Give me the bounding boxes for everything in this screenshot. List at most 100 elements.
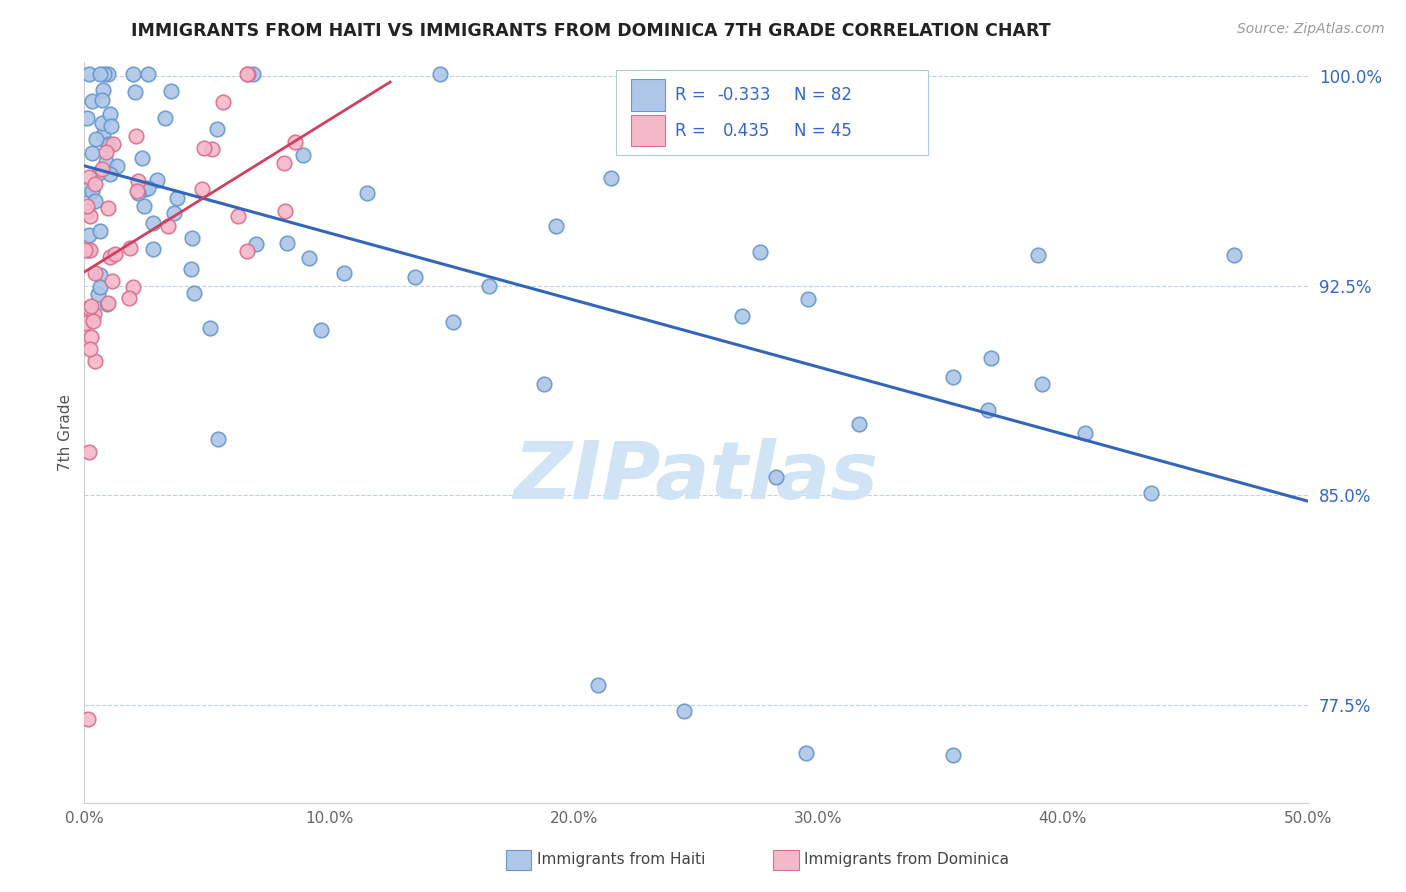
Point bbox=[83, 177, 105, 191]
Point bbox=[76, 112, 98, 126]
Point bbox=[77, 228, 100, 243]
Point bbox=[404, 270, 426, 285]
Point bbox=[599, 171, 621, 186]
Point bbox=[356, 186, 378, 200]
Point bbox=[122, 67, 145, 81]
Point bbox=[533, 376, 555, 391]
Point bbox=[84, 132, 107, 146]
Point bbox=[91, 93, 114, 107]
Point bbox=[97, 295, 120, 310]
Point bbox=[101, 137, 124, 152]
Point bbox=[201, 142, 224, 156]
Point bbox=[98, 251, 121, 265]
Point bbox=[136, 67, 159, 81]
Point bbox=[273, 203, 295, 218]
FancyBboxPatch shape bbox=[616, 70, 928, 155]
Point bbox=[97, 201, 120, 215]
Point bbox=[82, 314, 104, 328]
Point bbox=[146, 173, 169, 187]
Point bbox=[94, 145, 117, 160]
Text: R =: R = bbox=[675, 86, 711, 104]
Point bbox=[1223, 248, 1246, 262]
Point bbox=[181, 231, 204, 245]
Point bbox=[292, 148, 315, 162]
Point bbox=[87, 166, 110, 180]
Point bbox=[125, 185, 148, 199]
Point bbox=[94, 154, 117, 169]
Point bbox=[273, 156, 295, 170]
Point bbox=[79, 243, 101, 257]
Point bbox=[73, 182, 96, 196]
Point bbox=[77, 301, 100, 315]
Point bbox=[1031, 376, 1053, 391]
Point bbox=[91, 128, 114, 142]
Point bbox=[153, 112, 176, 126]
Point bbox=[127, 186, 149, 201]
Text: N = 45: N = 45 bbox=[794, 121, 852, 139]
Point bbox=[98, 167, 121, 181]
Point bbox=[124, 85, 146, 99]
Text: Source: ZipAtlas.com: Source: ZipAtlas.com bbox=[1237, 22, 1385, 37]
Point bbox=[83, 307, 105, 321]
Point bbox=[142, 243, 165, 257]
Point bbox=[134, 199, 156, 213]
Text: Immigrants from Haiti: Immigrants from Haiti bbox=[537, 853, 706, 867]
Point bbox=[131, 151, 153, 165]
Point bbox=[76, 198, 98, 212]
Point bbox=[83, 266, 105, 280]
Point bbox=[942, 748, 965, 763]
Point bbox=[97, 136, 120, 151]
Text: -0.333: -0.333 bbox=[717, 86, 770, 104]
Point bbox=[79, 210, 101, 224]
Point bbox=[205, 121, 228, 136]
Point bbox=[125, 129, 148, 144]
Point bbox=[1073, 425, 1095, 440]
Text: 0.435: 0.435 bbox=[723, 121, 770, 139]
Point bbox=[80, 94, 103, 108]
Point bbox=[100, 119, 122, 133]
Point bbox=[546, 219, 568, 233]
Point bbox=[731, 310, 754, 324]
Point bbox=[977, 403, 1000, 417]
Point bbox=[979, 351, 1001, 365]
Point bbox=[245, 237, 267, 252]
Point bbox=[79, 67, 101, 81]
Point bbox=[163, 206, 186, 220]
Point bbox=[91, 83, 114, 97]
Point bbox=[79, 342, 101, 356]
Point bbox=[89, 224, 111, 238]
Point bbox=[236, 244, 259, 258]
Point bbox=[84, 194, 107, 208]
Point bbox=[103, 247, 125, 261]
Point bbox=[284, 135, 307, 149]
Point bbox=[478, 279, 501, 293]
Point bbox=[191, 182, 214, 196]
Point bbox=[797, 292, 820, 306]
Point bbox=[276, 235, 298, 250]
Point bbox=[298, 251, 321, 265]
Point bbox=[90, 116, 112, 130]
Point bbox=[80, 330, 103, 344]
Bar bbox=[631, 115, 665, 146]
Point bbox=[120, 241, 142, 255]
Point bbox=[794, 746, 817, 760]
Point bbox=[1028, 248, 1050, 262]
Point bbox=[80, 299, 103, 313]
Text: N = 82: N = 82 bbox=[794, 86, 852, 104]
Point bbox=[207, 432, 229, 446]
Point bbox=[93, 67, 115, 81]
Point bbox=[242, 67, 264, 81]
Point bbox=[105, 160, 128, 174]
Point bbox=[82, 184, 104, 198]
Point bbox=[134, 182, 156, 196]
Point bbox=[118, 292, 141, 306]
Point bbox=[942, 370, 965, 384]
Point bbox=[848, 417, 870, 432]
Point bbox=[765, 470, 787, 484]
Point bbox=[429, 67, 451, 81]
Point bbox=[77, 445, 100, 459]
Point bbox=[748, 244, 770, 259]
Point bbox=[672, 704, 695, 718]
Point bbox=[159, 84, 181, 98]
Point bbox=[83, 354, 105, 368]
